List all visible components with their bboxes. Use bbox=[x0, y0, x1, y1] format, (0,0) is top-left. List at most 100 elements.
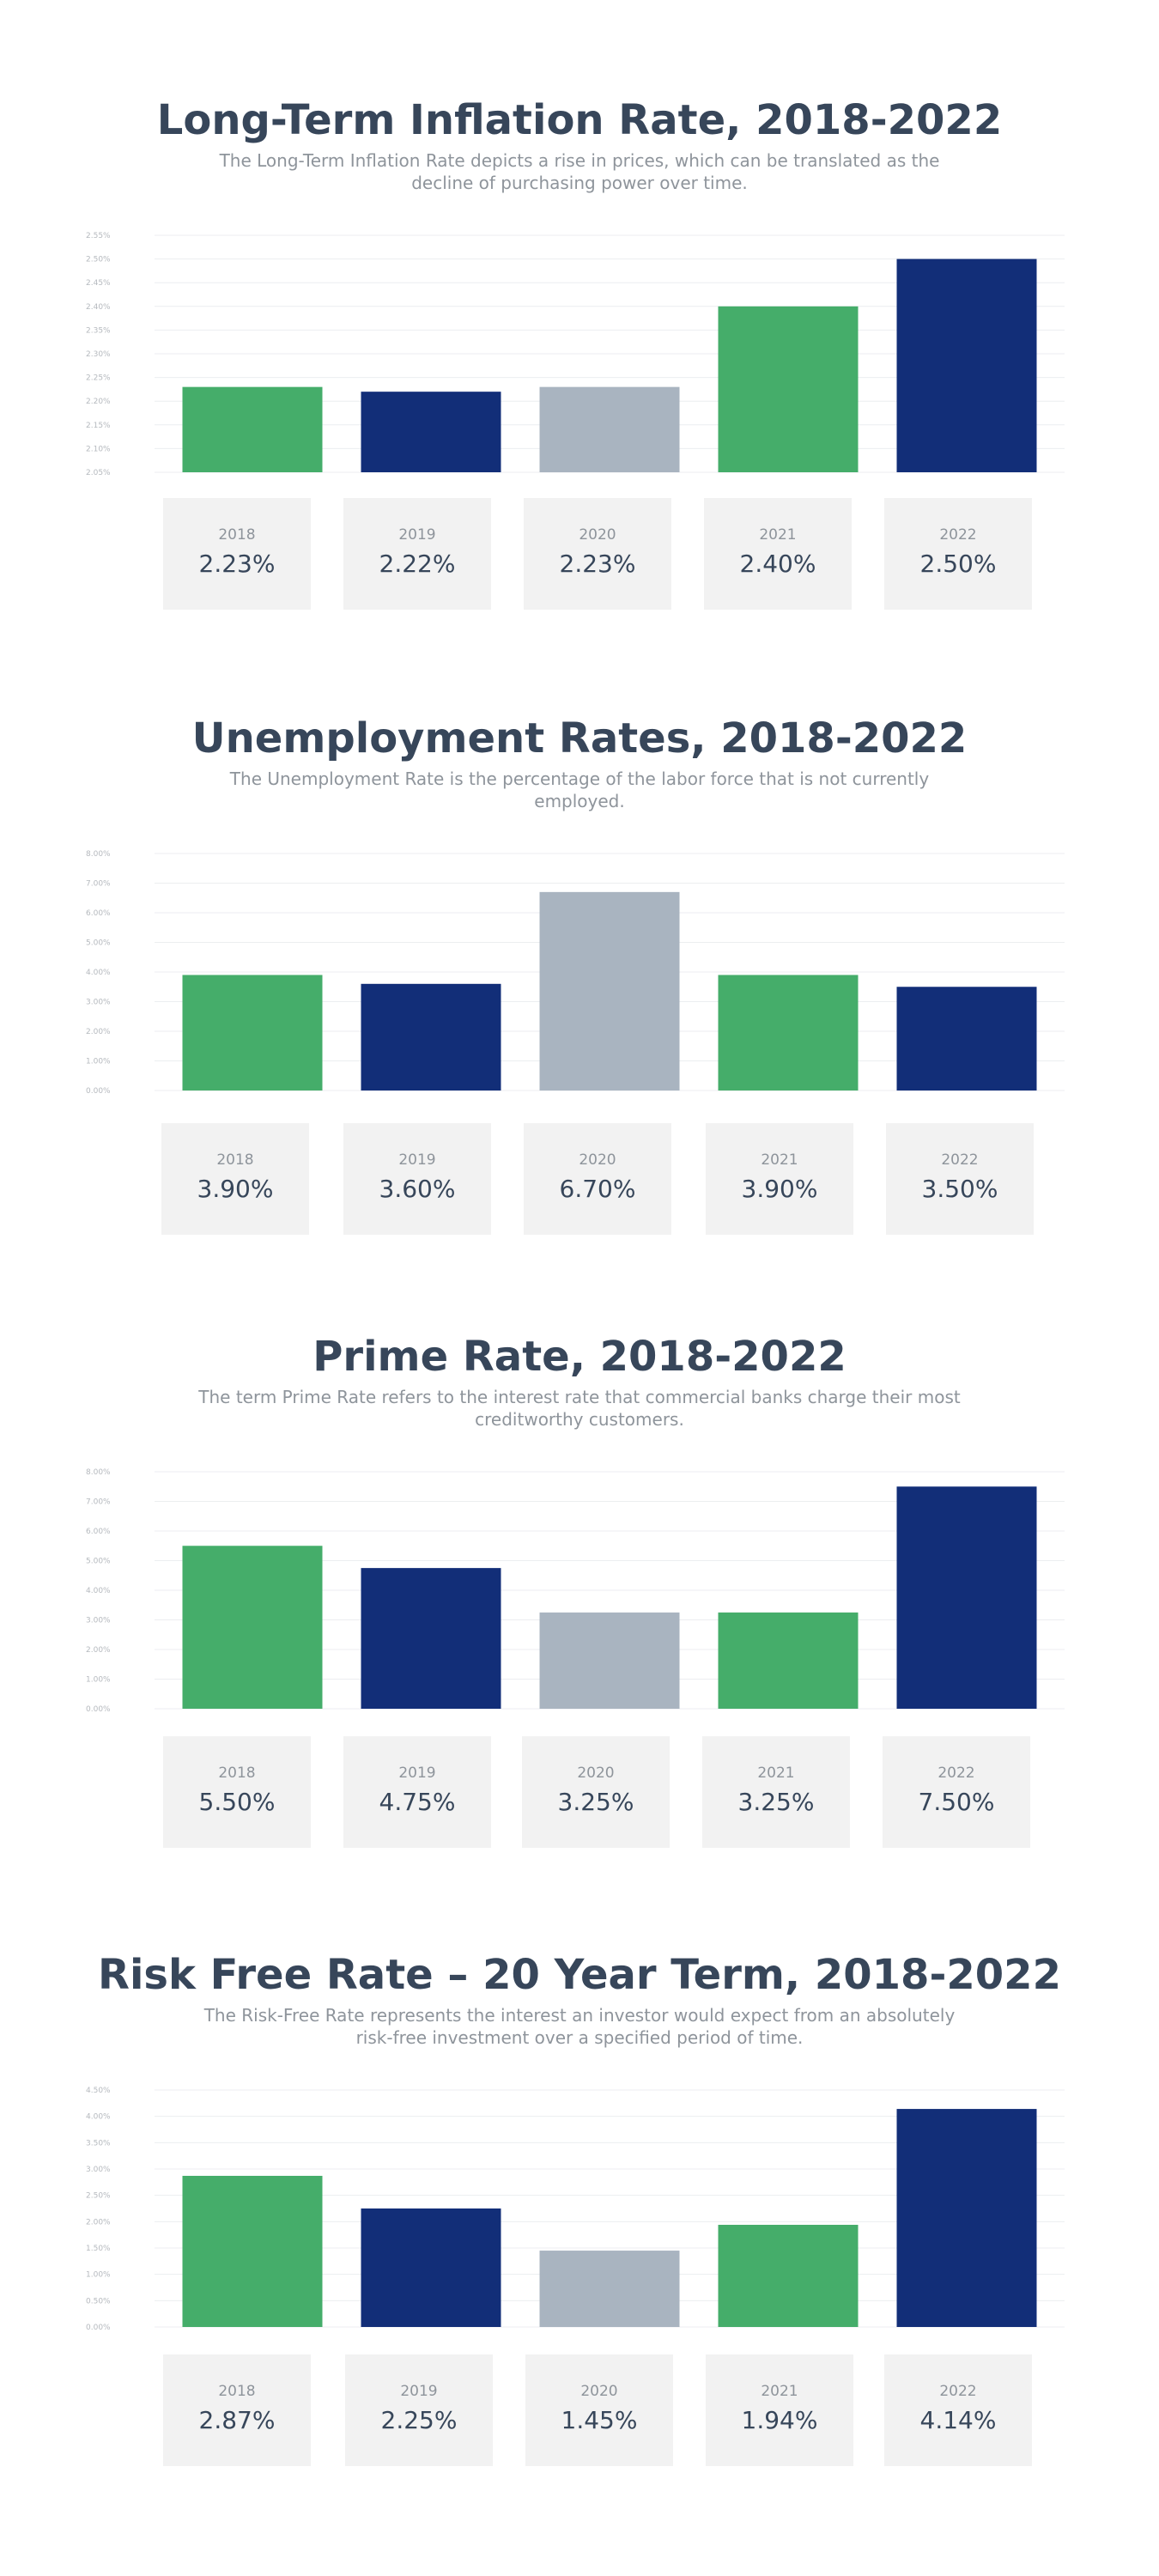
card-value: 3.90% bbox=[741, 1175, 818, 1203]
value-card-2021: 2021 3.90% bbox=[706, 1123, 853, 1235]
card-year: 2018 bbox=[216, 1151, 254, 1169]
card-value: 6.70% bbox=[559, 1175, 636, 1203]
y-tick-label: 1.50% bbox=[86, 2245, 111, 2253]
y-tick-label: 0.50% bbox=[86, 2297, 111, 2306]
y-tick-label: 4.00% bbox=[86, 969, 111, 977]
y-tick-label: 2.50% bbox=[86, 256, 111, 264]
y-tick-label: 0.00% bbox=[86, 2324, 111, 2332]
y-tick-label: 4.50% bbox=[86, 2087, 111, 2095]
card-year: 2019 bbox=[398, 1765, 436, 1782]
y-tick-label: 2.50% bbox=[86, 2192, 111, 2201]
bar-chart-risk-free-rate: 0.00% 0.50% 1.00% 1.50% 2.00% 2.50% 3.00% 3.50%… bbox=[86, 2087, 1065, 2332]
bar-2021 bbox=[718, 1612, 859, 1709]
value-cards-unemployment: 2018 3.90% 2019 3.60% 2020 6.70% 2021 3.… bbox=[0, 1123, 1159, 1235]
bar-2020 bbox=[539, 1612, 680, 1709]
chart-subtitle: The term Prime Rate refers to the intere… bbox=[198, 1387, 961, 1430]
chart-section-inflation: Long-Term Inflation Rate, 2018-2022 The … bbox=[0, 94, 1159, 713]
chart-section-prime-rate: Prime Rate, 2018-2022 The term Prime Rat… bbox=[0, 1331, 1159, 1949]
value-card-2019: 2019 3.60% bbox=[343, 1123, 491, 1235]
bar-2018 bbox=[182, 1546, 323, 1709]
card-value: 1.45% bbox=[561, 2406, 638, 2434]
y-tick-label: 5.00% bbox=[86, 939, 111, 948]
card-year: 2022 bbox=[939, 2383, 977, 2400]
y-tick-label: 3.00% bbox=[86, 1617, 111, 1625]
bar-chart-unemployment: 0.00% 1.00% 2.00% 3.00% 4.00% 5.00% 6.00% 7.00%… bbox=[86, 850, 1065, 1096]
y-tick-label: 2.00% bbox=[86, 1028, 111, 1036]
y-tick-label: 6.00% bbox=[86, 909, 111, 918]
bar-2020 bbox=[539, 386, 680, 472]
y-tick-label: 7.00% bbox=[86, 1498, 111, 1507]
chart-subtitle: The Unemployment Rate is the percentage … bbox=[229, 769, 930, 811]
y-tick-label: 3.00% bbox=[86, 2166, 111, 2174]
bar-chart-prime-rate: 0.00% 1.00% 2.00% 3.00% 4.00% 5.00% 6.00% 7.00%… bbox=[86, 1468, 1065, 1714]
value-card-2021: 2021 1.94% bbox=[706, 2354, 853, 2466]
y-tick-label: 2.10% bbox=[86, 445, 111, 453]
bar-2019 bbox=[361, 392, 501, 472]
value-cards-prime-rate: 2018 5.50% 2019 4.75% 2020 3.25% 2021 3.… bbox=[0, 1736, 1159, 1848]
y-tick-label: 8.00% bbox=[86, 1468, 111, 1477]
y-tick-label: 1.00% bbox=[86, 1058, 111, 1066]
card-value: 1.94% bbox=[741, 2406, 818, 2434]
card-year: 2020 bbox=[577, 1765, 615, 1782]
bar-2021 bbox=[718, 2225, 859, 2327]
y-tick-label: 5.00% bbox=[86, 1558, 111, 1566]
card-year: 2022 bbox=[941, 1151, 979, 1169]
value-card-2019: 2019 4.75% bbox=[343, 1736, 491, 1848]
y-tick-label: 1.00% bbox=[86, 1676, 111, 1685]
card-value: 4.75% bbox=[379, 1788, 456, 1816]
card-year: 2020 bbox=[579, 526, 616, 544]
card-year: 2018 bbox=[218, 526, 256, 544]
card-year: 2018 bbox=[218, 1765, 256, 1782]
bar-2022 bbox=[896, 258, 1037, 472]
card-value: 2.50% bbox=[919, 550, 997, 578]
bar-2018 bbox=[182, 2175, 323, 2327]
y-tick-label: 7.00% bbox=[86, 880, 111, 889]
bar-2019 bbox=[361, 983, 501, 1091]
value-card-2021: 2021 2.40% bbox=[704, 498, 852, 610]
card-year: 2021 bbox=[761, 1151, 798, 1169]
value-card-2018: 2018 2.23% bbox=[163, 498, 311, 610]
y-tick-label: 3.00% bbox=[86, 999, 111, 1007]
bar-2021 bbox=[718, 975, 859, 1091]
bar-2022 bbox=[896, 1486, 1037, 1709]
y-tick-label: 2.45% bbox=[86, 279, 111, 288]
card-value: 2.23% bbox=[559, 550, 636, 578]
y-tick-label: 2.00% bbox=[86, 2218, 111, 2227]
value-card-2021: 2021 3.25% bbox=[702, 1736, 850, 1848]
bar-2022 bbox=[896, 2109, 1037, 2327]
y-tick-label: 4.00% bbox=[86, 1587, 111, 1595]
value-card-2019: 2019 2.22% bbox=[343, 498, 491, 610]
card-year: 2019 bbox=[398, 526, 436, 544]
card-value: 3.60% bbox=[379, 1175, 456, 1203]
y-tick-label: 2.25% bbox=[86, 374, 111, 383]
y-tick-label: 1.00% bbox=[86, 2271, 111, 2280]
card-year: 2018 bbox=[218, 2383, 256, 2400]
y-tick-label: 3.50% bbox=[86, 2139, 111, 2148]
card-value: 2.40% bbox=[739, 550, 816, 578]
card-year: 2021 bbox=[757, 1765, 795, 1782]
chart-title: Unemployment Rates, 2018-2022 bbox=[191, 714, 968, 762]
bar-2020 bbox=[539, 2251, 680, 2327]
chart-title: Prime Rate, 2018-2022 bbox=[313, 1333, 846, 1381]
value-cards-risk-free-rate: 2018 2.87% 2019 2.25% 2020 1.45% 2021 1.… bbox=[0, 2354, 1159, 2466]
value-cards-inflation: 2018 2.23% 2019 2.22% 2020 2.23% 2021 2.… bbox=[0, 498, 1159, 610]
bar-2019 bbox=[361, 1568, 501, 1709]
bar-2019 bbox=[361, 2208, 501, 2327]
chart-section-risk-free-rate: Risk Free Rate – 20 Year Term, 2018-2022… bbox=[0, 1949, 1159, 2567]
chart-section-unemployment: Unemployment Rates, 2018-2022 The Unempl… bbox=[0, 713, 1159, 1331]
y-tick-label: 2.40% bbox=[86, 303, 111, 312]
y-tick-label: 2.30% bbox=[86, 350, 111, 359]
y-tick-label: 0.00% bbox=[86, 1705, 111, 1714]
card-year: 2019 bbox=[400, 2383, 438, 2400]
card-year: 2022 bbox=[939, 526, 977, 544]
value-card-2019: 2019 2.25% bbox=[345, 2354, 493, 2466]
card-value: 3.25% bbox=[737, 1788, 815, 1816]
card-year: 2020 bbox=[580, 2383, 618, 2400]
chart-subtitle: The Risk-Free Rate represents the intere… bbox=[203, 2005, 956, 2048]
card-value: 7.50% bbox=[918, 1788, 995, 1816]
value-card-2022: 2022 2.50% bbox=[884, 498, 1032, 610]
card-year: 2019 bbox=[398, 1151, 436, 1169]
value-card-2022: 2022 3.50% bbox=[886, 1123, 1034, 1235]
value-card-2018: 2018 3.90% bbox=[161, 1123, 309, 1235]
card-year: 2021 bbox=[759, 526, 797, 544]
